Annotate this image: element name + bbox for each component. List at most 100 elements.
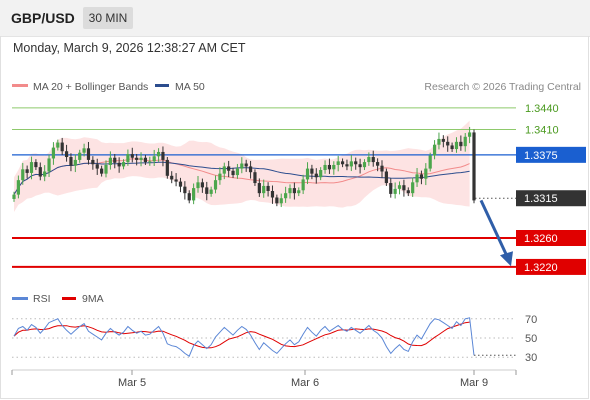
candle	[235, 163, 240, 179]
price-level-labels: 1.3440 1.3410 1.3375 1.3315 1.3260 1.3220	[516, 103, 586, 275]
candle	[200, 178, 204, 193]
candle	[411, 177, 415, 197]
candle	[270, 185, 275, 204]
candle	[419, 170, 424, 185]
rsi-panel: 70 50 30	[12, 314, 537, 364]
ma20-legend-swatch	[12, 84, 28, 87]
candle	[139, 152, 143, 167]
timeframe-button[interactable]: 30 MIN	[83, 7, 133, 29]
resistance-label: 1.3410	[525, 125, 559, 137]
candle	[301, 174, 305, 195]
candle	[362, 159, 367, 171]
candle	[257, 178, 261, 197]
candle	[170, 171, 174, 184]
candle	[91, 156, 95, 170]
candle	[424, 163, 428, 186]
ma9-legend-swatch	[62, 297, 76, 300]
candle	[64, 144, 69, 162]
pivot-tag	[516, 146, 586, 163]
x-tick-label: Mar 9	[460, 377, 488, 389]
candle	[288, 184, 292, 199]
candle	[161, 146, 165, 167]
candle	[165, 157, 169, 179]
candle	[397, 181, 402, 195]
candle	[174, 173, 178, 187]
candle	[266, 182, 270, 197]
candle	[305, 162, 310, 185]
current-price-tag	[516, 190, 586, 207]
candle	[222, 162, 226, 180]
candle	[108, 151, 112, 170]
candle	[279, 193, 283, 208]
candle	[244, 159, 248, 172]
candle	[406, 187, 410, 197]
candle	[468, 126, 472, 144]
candle	[178, 177, 183, 193]
chart-header: GBP/USD 30 MIN	[0, 0, 590, 37]
rsi-level-label: 50	[525, 333, 537, 345]
candle	[117, 157, 121, 173]
price-levels	[12, 107, 516, 268]
candle	[340, 158, 345, 168]
credit-label: Research © 2026 Trading Central	[424, 81, 581, 93]
candle	[130, 147, 134, 163]
candle	[21, 162, 25, 185]
candle	[148, 156, 152, 166]
candle	[463, 133, 467, 152]
candle	[183, 181, 187, 200]
candle	[389, 178, 393, 198]
rsi-level-label: 30	[525, 352, 537, 364]
support-tag	[516, 230, 586, 246]
candle	[240, 157, 244, 174]
candle	[262, 179, 266, 198]
candle	[82, 143, 86, 157]
candle	[95, 158, 99, 175]
candle	[113, 153, 117, 169]
candle	[152, 149, 156, 166]
candle	[393, 182, 397, 199]
x-tick-label: Mar 6	[291, 377, 319, 389]
candle	[187, 190, 191, 204]
candle	[358, 158, 362, 174]
candle	[126, 149, 130, 166]
forecast-arrow-head	[500, 251, 513, 267]
candle	[25, 165, 29, 179]
candle	[327, 158, 332, 174]
candle	[336, 155, 340, 172]
candle	[332, 161, 336, 175]
candle	[472, 129, 476, 204]
candle	[29, 156, 34, 180]
candle	[231, 167, 235, 178]
candle	[428, 152, 432, 172]
pivot-label: 1.3375	[524, 150, 558, 162]
candle	[104, 160, 108, 178]
candle	[402, 179, 406, 197]
candle	[310, 164, 314, 180]
x-axis: Mar 5 Mar 6 Mar 9	[11, 370, 517, 389]
candle	[253, 169, 257, 186]
candle	[384, 168, 388, 186]
candle	[284, 186, 288, 203]
candle	[213, 175, 218, 194]
candle	[450, 142, 454, 152]
candle	[367, 152, 371, 166]
candle	[459, 135, 463, 151]
rsi-legend-label: RSI	[33, 293, 51, 305]
candle	[371, 150, 375, 167]
candle	[69, 153, 73, 172]
candle	[218, 167, 222, 185]
candle	[12, 191, 16, 202]
candle	[354, 157, 358, 170]
candle	[38, 162, 42, 181]
candle	[415, 168, 419, 187]
candle	[319, 167, 323, 181]
candle	[16, 175, 20, 199]
candle	[143, 154, 148, 165]
candle	[248, 160, 253, 179]
candle	[205, 181, 209, 201]
candle	[376, 158, 380, 172]
chart-frame	[0, 36, 589, 399]
support-label: 1.3260	[524, 233, 558, 245]
candle	[380, 160, 384, 178]
